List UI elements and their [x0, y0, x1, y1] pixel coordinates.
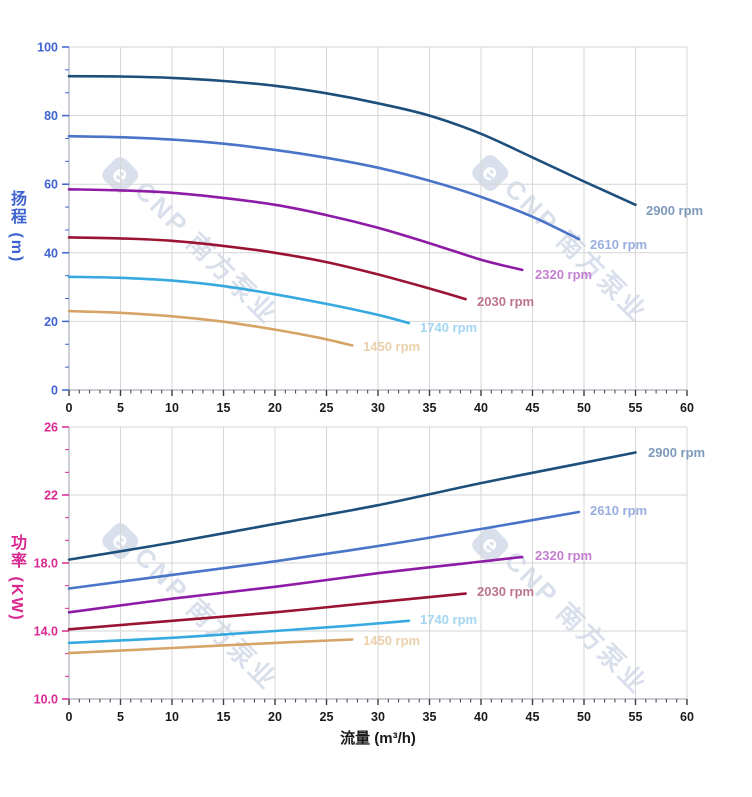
x-tick-label: 30: [371, 710, 385, 724]
x-tick-label: 20: [268, 710, 282, 724]
x-tick-label: 20: [268, 401, 282, 415]
x-tick-label: 10: [165, 401, 179, 415]
curve-label-1450rpm: 1450 rpm: [363, 633, 420, 648]
x-tick-label: 55: [629, 710, 643, 724]
curve-label-1740rpm: 1740 rpm: [420, 320, 477, 335]
head-curve-chart: 0 5 10 15 20 25 30 35 40 45 50 55 60 0 20 40 60 80 100 2900…: [37, 41, 703, 416]
x-tick-label: 45: [526, 401, 540, 415]
y-tick-label: 10.0: [34, 693, 58, 707]
y-tick-label: 22: [44, 489, 58, 503]
curve-label-2900rpm: 2900 rpm: [646, 203, 703, 218]
curve-1740rpm: [67, 619, 411, 645]
curve-label-1450rpm: 1450 rpm: [363, 339, 420, 354]
x-tick-label: 5: [117, 710, 124, 724]
curve-label-2610rpm: 2610 rpm: [590, 503, 647, 518]
x-tick-label: 25: [320, 710, 334, 724]
x-tick-label: 30: [371, 401, 385, 415]
y-axis-ticks: [62, 46, 69, 391]
y-tick-label: 26: [44, 421, 58, 435]
y-tick-label: 60: [44, 178, 58, 192]
curve-label-2030rpm: 2030 rpm: [477, 294, 534, 309]
curve-2320rpm: [67, 188, 524, 272]
x-tick-label: 40: [474, 401, 488, 415]
curve-label-1740rpm: 1740 rpm: [420, 612, 477, 627]
y-tick-label: 80: [44, 109, 58, 123]
head-y-axis-title: 扬程 (m): [8, 190, 25, 264]
x-tick-label: 40: [474, 710, 488, 724]
x-tick-label: 10: [165, 710, 179, 724]
x-tick-label: 25: [320, 401, 334, 415]
x-tick-label: 5: [117, 401, 124, 415]
y-tick-label: 18.0: [34, 557, 58, 571]
x-tick-label: 35: [423, 710, 437, 724]
curve-2030rpm: [67, 236, 467, 301]
gridlines: [69, 426, 688, 699]
curve-2900rpm: [67, 74, 637, 207]
x-tick-label: 15: [217, 710, 231, 724]
x-tick-label: 60: [680, 710, 694, 724]
y-tick-label: 14.0: [34, 625, 58, 639]
curve-label-2030rpm: 2030 rpm: [477, 584, 534, 599]
curve-2610rpm: [67, 510, 581, 590]
y-axis-ticks: [62, 426, 69, 700]
power-y-axis-title: 功率 (KW): [8, 534, 25, 622]
x-tick-label: 50: [577, 710, 591, 724]
curve-2610rpm: [67, 134, 581, 241]
x-tick-label: 50: [577, 401, 591, 415]
x-tick-label: 55: [629, 401, 643, 415]
curve-label-2610rpm: 2610 rpm: [590, 237, 647, 252]
x-axis-title: 流量 (m³/h): [340, 730, 416, 747]
power-curve-chart: 0 5 10 15 20 25 30 35 40 45 50 55 60 10.0 14.0 18.0 22 26…: [34, 421, 705, 725]
y-tick-label: 0: [51, 384, 58, 398]
curve-2030rpm: [67, 592, 467, 631]
x-tick-label: 35: [423, 401, 437, 415]
curve-2320rpm: [67, 555, 524, 614]
curve-label-2320rpm: 2320 rpm: [535, 267, 592, 282]
curve-1450rpm: [67, 638, 354, 655]
x-axis-ticks: [68, 390, 688, 396]
curve-1450rpm: [67, 309, 354, 347]
x-tick-label: 60: [680, 401, 694, 415]
curve-2900rpm: [67, 451, 637, 561]
x-tick-label: 45: [526, 710, 540, 724]
x-tick-label: 0: [66, 710, 73, 724]
x-tick-label: 15: [217, 401, 231, 415]
y-tick-label: 100: [37, 41, 58, 55]
x-tick-label: 0: [66, 401, 73, 415]
y-tick-label: 20: [44, 315, 58, 329]
x-axis-ticks: [68, 699, 688, 705]
curve-1740rpm: [67, 275, 411, 325]
y-tick-label: 40: [44, 246, 58, 260]
curve-label-2320rpm: 2320 rpm: [535, 548, 592, 563]
curve-label-2900rpm: 2900 rpm: [648, 445, 705, 460]
